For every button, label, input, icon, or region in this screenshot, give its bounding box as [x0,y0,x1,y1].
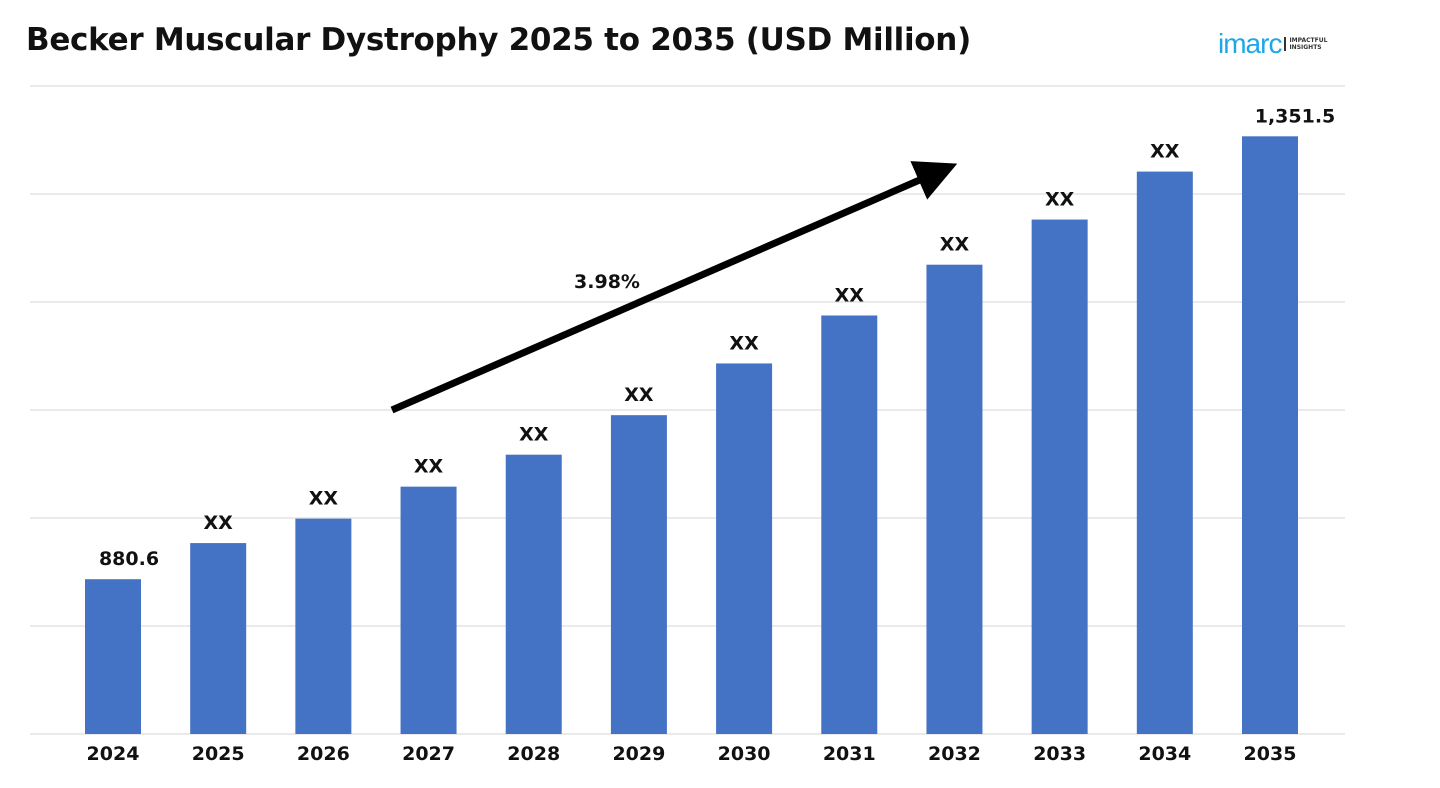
data-label: XX [414,456,444,478]
data-label: XX [519,424,549,446]
data-label: XX [204,512,234,534]
x-tick-label: 2024 [87,743,140,765]
bar-2030 [716,363,773,734]
data-label: 1,351.5 [1255,105,1336,127]
x-tick-label: 2026 [297,743,350,765]
bar-2025 [190,543,247,734]
x-tick-label: 2035 [1244,743,1297,765]
data-label: XX [1045,189,1075,211]
bar-2034 [1136,171,1193,734]
data-label: 880.6 [99,548,159,570]
x-tick-label: 2032 [928,743,981,765]
x-tick-label: 2030 [718,743,771,765]
data-label: XX [624,384,654,406]
data-label: XX [835,284,865,306]
x-tick-label: 2025 [192,743,245,765]
x-tick-label: 2031 [823,743,876,765]
x-tick-label: 2028 [507,743,560,765]
bar-2031 [821,315,878,734]
x-tick-label: 2034 [1138,743,1191,765]
x-tick-label: 2029 [612,743,665,765]
logo-tagline: IMPACTFUL INSIGHTS [1284,37,1329,51]
imarc-logo: imarc IMPACTFUL INSIGHTS [1218,28,1329,60]
data-label: XX [1150,141,1180,163]
bar-2032 [926,264,983,734]
bar-2027 [400,486,457,734]
bar-2035 [1242,136,1298,734]
bar-2033 [1031,219,1088,735]
chart-title: Becker Muscular Dystrophy 2025 to 2035 (… [26,22,971,58]
bar-2024 [85,579,141,734]
trend-arrow [390,161,958,414]
data-label: XX [309,488,339,510]
bar-2026 [295,518,352,734]
cagr-annotation: 3.98% [574,271,640,293]
x-tick-label: 2027 [402,743,455,765]
bar-2029 [610,415,667,734]
bar-2028 [505,454,562,734]
logo-wordmark: imarc [1218,28,1282,59]
data-label: XX [940,234,970,256]
x-tick-label: 2033 [1033,743,1086,765]
data-label: XX [729,332,759,354]
